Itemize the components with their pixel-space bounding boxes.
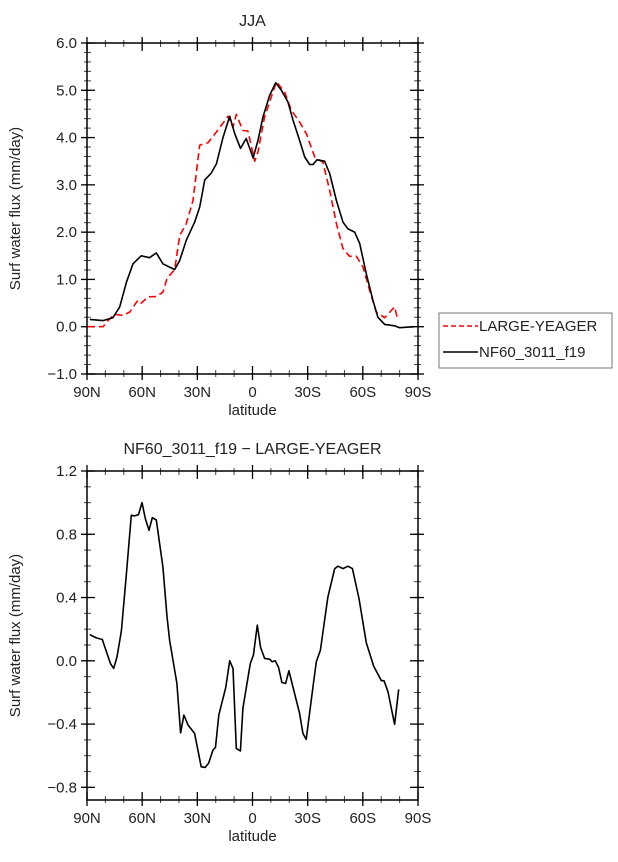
plot-frame	[86, 470, 419, 801]
series-line-nf60-3011-f19	[89, 81, 415, 329]
y-axis-label: Surf water flux (mm/day)	[7, 127, 24, 290]
y-tick-label: 1.0	[56, 271, 77, 288]
y-tick-label: 6.0	[56, 35, 77, 52]
y-tick-label: −0.8	[47, 779, 77, 796]
x-tick-label: 0	[248, 810, 256, 827]
chart-title: JJA	[239, 13, 266, 30]
y-tick-label: −1.0	[47, 366, 77, 383]
y-tick-label: 0.8	[56, 526, 77, 543]
y-tick-label: 4.0	[56, 130, 77, 147]
x-tick-label: 30N	[184, 384, 212, 401]
x-tick-label: 30N	[184, 810, 212, 827]
x-tick-label: 90N	[73, 810, 101, 827]
y-tick-label: 0.0	[56, 319, 77, 336]
x-axis-label: latitude	[228, 828, 276, 845]
x-tick-label: 30S	[294, 810, 321, 827]
legend: LARGE-YEAGER NF60_3011_f19	[438, 312, 613, 369]
y-tick-label: 3.0	[56, 177, 77, 194]
x-tick-label: 0	[248, 384, 256, 401]
legend-label-nf60: NF60_3011_f19	[479, 344, 585, 361]
series-line-large-yeager	[87, 81, 399, 328]
y-axis-label: Surf water flux (mm/day)	[7, 554, 24, 717]
y-tick-label: 2.0	[56, 224, 77, 241]
x-tick-label: 90N	[73, 384, 101, 401]
x-tick-label: 90S	[405, 810, 432, 827]
series-line-difference	[89, 501, 400, 769]
plot-frame	[86, 42, 419, 375]
top-panel-jja: JJA latitude Surf water flux (mm/day) 6.0 5.…	[7, 13, 431, 419]
bottom-panel-difference: NF60_3011_f19 − LARGE-YEAGER latitude Surf…	[7, 441, 431, 845]
x-tick-label: 90S	[405, 384, 432, 401]
x-tick-label: 60N	[128, 810, 156, 827]
y-tick-label: 0.4	[56, 590, 77, 607]
x-tick-label: 60S	[349, 384, 376, 401]
x-axis-label: latitude	[228, 402, 276, 419]
x-tick-label: 60S	[349, 810, 376, 827]
y-tick-label: 5.0	[56, 82, 77, 99]
y-tick-label: 1.2	[56, 463, 77, 480]
x-tick-label: 30S	[294, 384, 321, 401]
x-tick-label: 60N	[128, 384, 156, 401]
chart-title: NF60_3011_f19 − LARGE-YEAGER	[123, 441, 381, 458]
legend-box	[438, 312, 613, 369]
y-tick-label: −0.4	[47, 716, 77, 733]
y-tick-label: 0.0	[56, 653, 77, 670]
legend-label-large-yeager: LARGE-YEAGER	[479, 318, 598, 335]
